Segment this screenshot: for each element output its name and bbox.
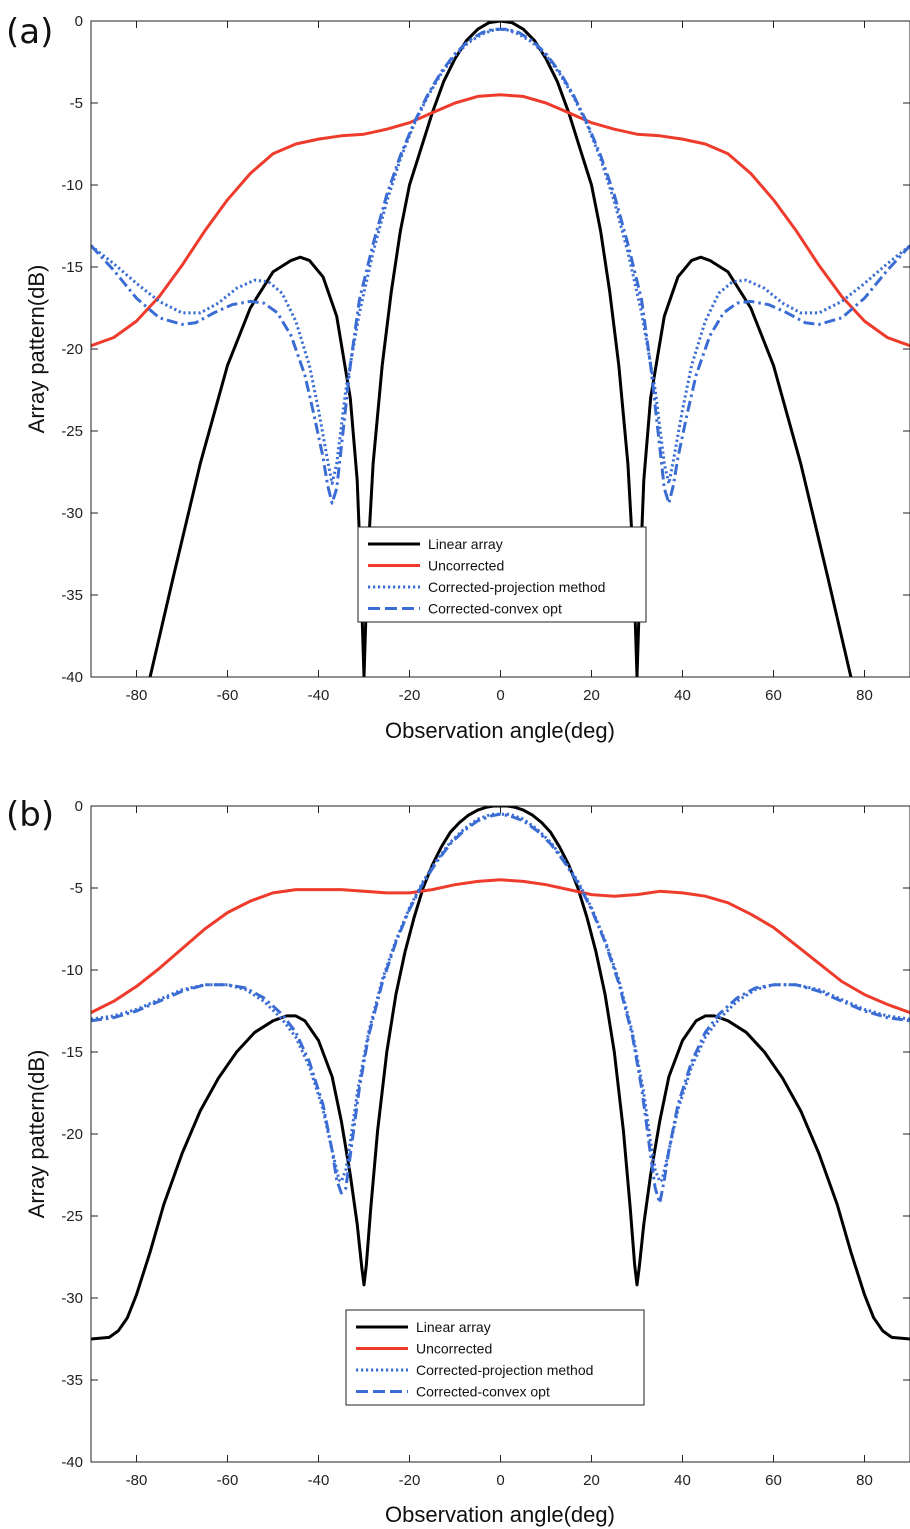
x-tick-label: 0 xyxy=(496,1472,504,1489)
y-tick-label: -15 xyxy=(61,1044,83,1061)
x-tick-label: 80 xyxy=(856,687,873,704)
chart-b-svg: (b) -80 -60 -40 -20 0 20 40 60 80 0 -5 -10 -15 -20 -25… xyxy=(6,795,910,1527)
panel-label: (b) xyxy=(6,795,54,835)
y-axis-label: Array pattern(dB) xyxy=(24,1050,49,1219)
legend-label: Linear array xyxy=(416,1319,491,1335)
legend-label: Corrected-convex opt xyxy=(428,601,562,617)
chart-a-svg: (a) -80 -60 -40 -20 0 20 40 60 80 0 -5 -10 -15 -20 -25… xyxy=(6,12,910,743)
series-line-corrected-projection-method xyxy=(91,27,910,485)
x-tick-label: -20 xyxy=(399,1472,421,1489)
x-tick-label: -60 xyxy=(217,1472,239,1489)
y-tick-label: -35 xyxy=(61,587,83,604)
plot-frame xyxy=(90,805,910,1463)
legend-label: Corrected-projection method xyxy=(428,579,605,595)
legend: Linear array Uncorrected Corrected-project… xyxy=(345,1309,645,1406)
y-tick-label: 0 xyxy=(75,798,83,815)
y-tick-label: -40 xyxy=(61,1454,83,1471)
series-line-uncorrected xyxy=(91,93,910,348)
y-tick-label: -20 xyxy=(61,1126,83,1143)
x-tick-label: 20 xyxy=(583,687,600,704)
legend: Linear array Uncorrected Corrected-project… xyxy=(357,526,647,623)
x-tick-label: 60 xyxy=(765,1472,782,1489)
x-tick-label: -40 xyxy=(308,1472,330,1489)
y-tick-label: -30 xyxy=(61,505,83,522)
x-tick-label: 0 xyxy=(496,687,504,704)
panel-label: (a) xyxy=(6,12,53,52)
x-tick-label: 80 xyxy=(856,1472,873,1489)
x-tick-label: -80 xyxy=(126,1472,148,1489)
y-tick-label: -10 xyxy=(61,177,83,194)
y-tick-label: -20 xyxy=(61,341,83,358)
y-tick-label: -35 xyxy=(61,1372,83,1389)
legend-label: Uncorrected xyxy=(428,558,504,574)
series-line-uncorrected xyxy=(91,878,910,1015)
chart-a-marks: -80 -60 -40 -20 0 20 40 60 80 0 -5 -10 -15 -20 -25 -30 -… xyxy=(61,13,910,704)
legend-label: Corrected-convex opt xyxy=(416,1384,550,1400)
series-line-linear-array xyxy=(91,806,910,1341)
y-tick-label: -30 xyxy=(61,1290,83,1307)
chart-panel-a: (a) -80 -60 -40 -20 0 20 40 60 80 0 -5 -10 -15 -20 -25… xyxy=(0,0,910,760)
legend-label: Corrected-projection method xyxy=(416,1362,593,1378)
y-tick-label: -10 xyxy=(61,962,83,979)
y-tick-label: -15 xyxy=(61,259,83,276)
y-axis-label: Array pattern(dB) xyxy=(24,265,49,434)
plot-frame xyxy=(90,20,910,678)
chart-panel-b: (b) -80 -60 -40 -20 0 20 40 60 80 0 -5 -10 -15 -20 -25… xyxy=(0,770,910,1529)
y-tick-label: -5 xyxy=(70,880,83,897)
chart-b-marks: -80 -60 -40 -20 0 20 40 60 80 0 -5 -10 -15 -20 -25 -30 -… xyxy=(61,798,910,1489)
x-tick-label: -20 xyxy=(399,687,421,704)
x-tick-label: 40 xyxy=(674,687,691,704)
x-tick-label: 60 xyxy=(765,687,782,704)
y-tick-label: -25 xyxy=(61,1208,83,1225)
x-tick-label: -80 xyxy=(126,687,148,704)
x-tick-label: 20 xyxy=(583,1472,600,1489)
series-line-linear-array xyxy=(148,21,853,677)
x-axis-label: Observation angle(deg) xyxy=(385,1502,615,1527)
series-line-corrected-projection-method xyxy=(91,812,910,1184)
y-tick-label: -40 xyxy=(61,669,83,686)
x-tick-label: -60 xyxy=(217,687,239,704)
y-tick-label: 0 xyxy=(75,13,83,30)
legend-label: Linear array xyxy=(428,536,503,552)
x-tick-label: -40 xyxy=(308,687,330,704)
x-axis-label: Observation angle(deg) xyxy=(385,718,615,743)
y-tick-label: -5 xyxy=(70,95,83,112)
series-line-corrected-convex-opt xyxy=(91,27,910,505)
series-line-corrected-convex-opt xyxy=(91,812,910,1205)
y-tick-label: -25 xyxy=(61,423,83,440)
x-tick-label: 40 xyxy=(674,1472,691,1489)
legend-label: Uncorrected xyxy=(416,1341,492,1357)
